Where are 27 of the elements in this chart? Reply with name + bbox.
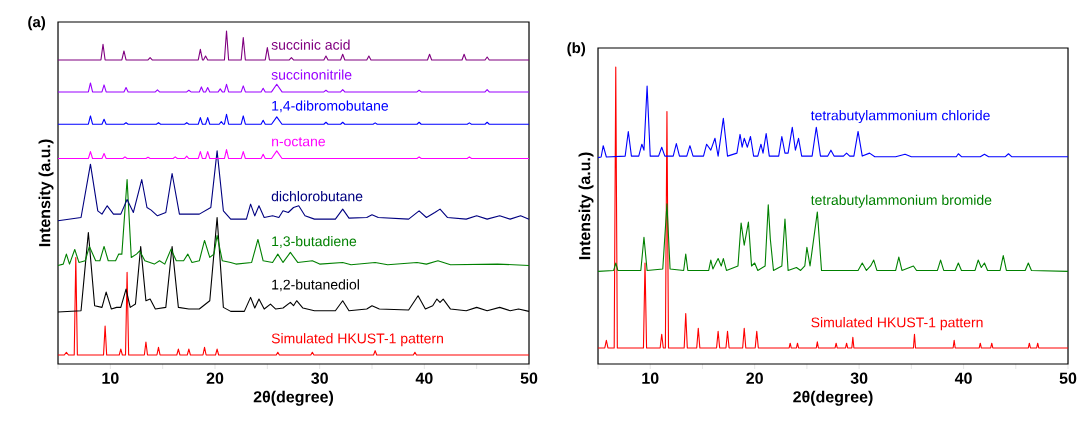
x-tick-label: 40 — [954, 372, 972, 384]
series-label: Simulated HKUST-1 pattern — [811, 317, 983, 331]
series-label: 1,3-butadiene — [272, 235, 357, 248]
series-label: n-octane — [272, 137, 326, 147]
series-label: tetrabutylammonium chloride — [810, 110, 990, 124]
x-tick-label: 10 — [642, 372, 659, 384]
chart-title: (b) — [567, 42, 586, 57]
x-tick-label: 20 — [206, 372, 224, 384]
series-label: succinonitrile — [271, 69, 352, 80]
x-tick-label: 10 — [102, 372, 119, 384]
x-axis-title: 2θ(degree) — [793, 390, 873, 406]
series-label: succinic acid — [271, 39, 350, 50]
y-axis-title: Intensity (a.u.) — [578, 152, 594, 260]
y-axis-title: Intensity (a.u.) — [38, 139, 54, 247]
series-label: Simulated HKUST-1 pattern — [271, 333, 443, 347]
series-label: 1,4-dibromobutane — [272, 100, 389, 113]
chart-title: (a) — [28, 16, 46, 31]
series-label: tetrabutylammonium bromide — [810, 194, 992, 208]
x-tick-label: 50 — [520, 372, 538, 384]
series-label: dichlorobutane — [271, 191, 363, 202]
x-tick-label: 40 — [415, 372, 433, 384]
x-tick-label: 50 — [1059, 372, 1077, 384]
x-tick-label: 20 — [746, 372, 763, 384]
x-tick-label: 30 — [850, 372, 868, 384]
series-label: 1,2-butanediol — [272, 279, 359, 292]
x-tick-label: 30 — [311, 372, 328, 384]
x-axis-title: 2θ(degree) — [253, 390, 334, 406]
